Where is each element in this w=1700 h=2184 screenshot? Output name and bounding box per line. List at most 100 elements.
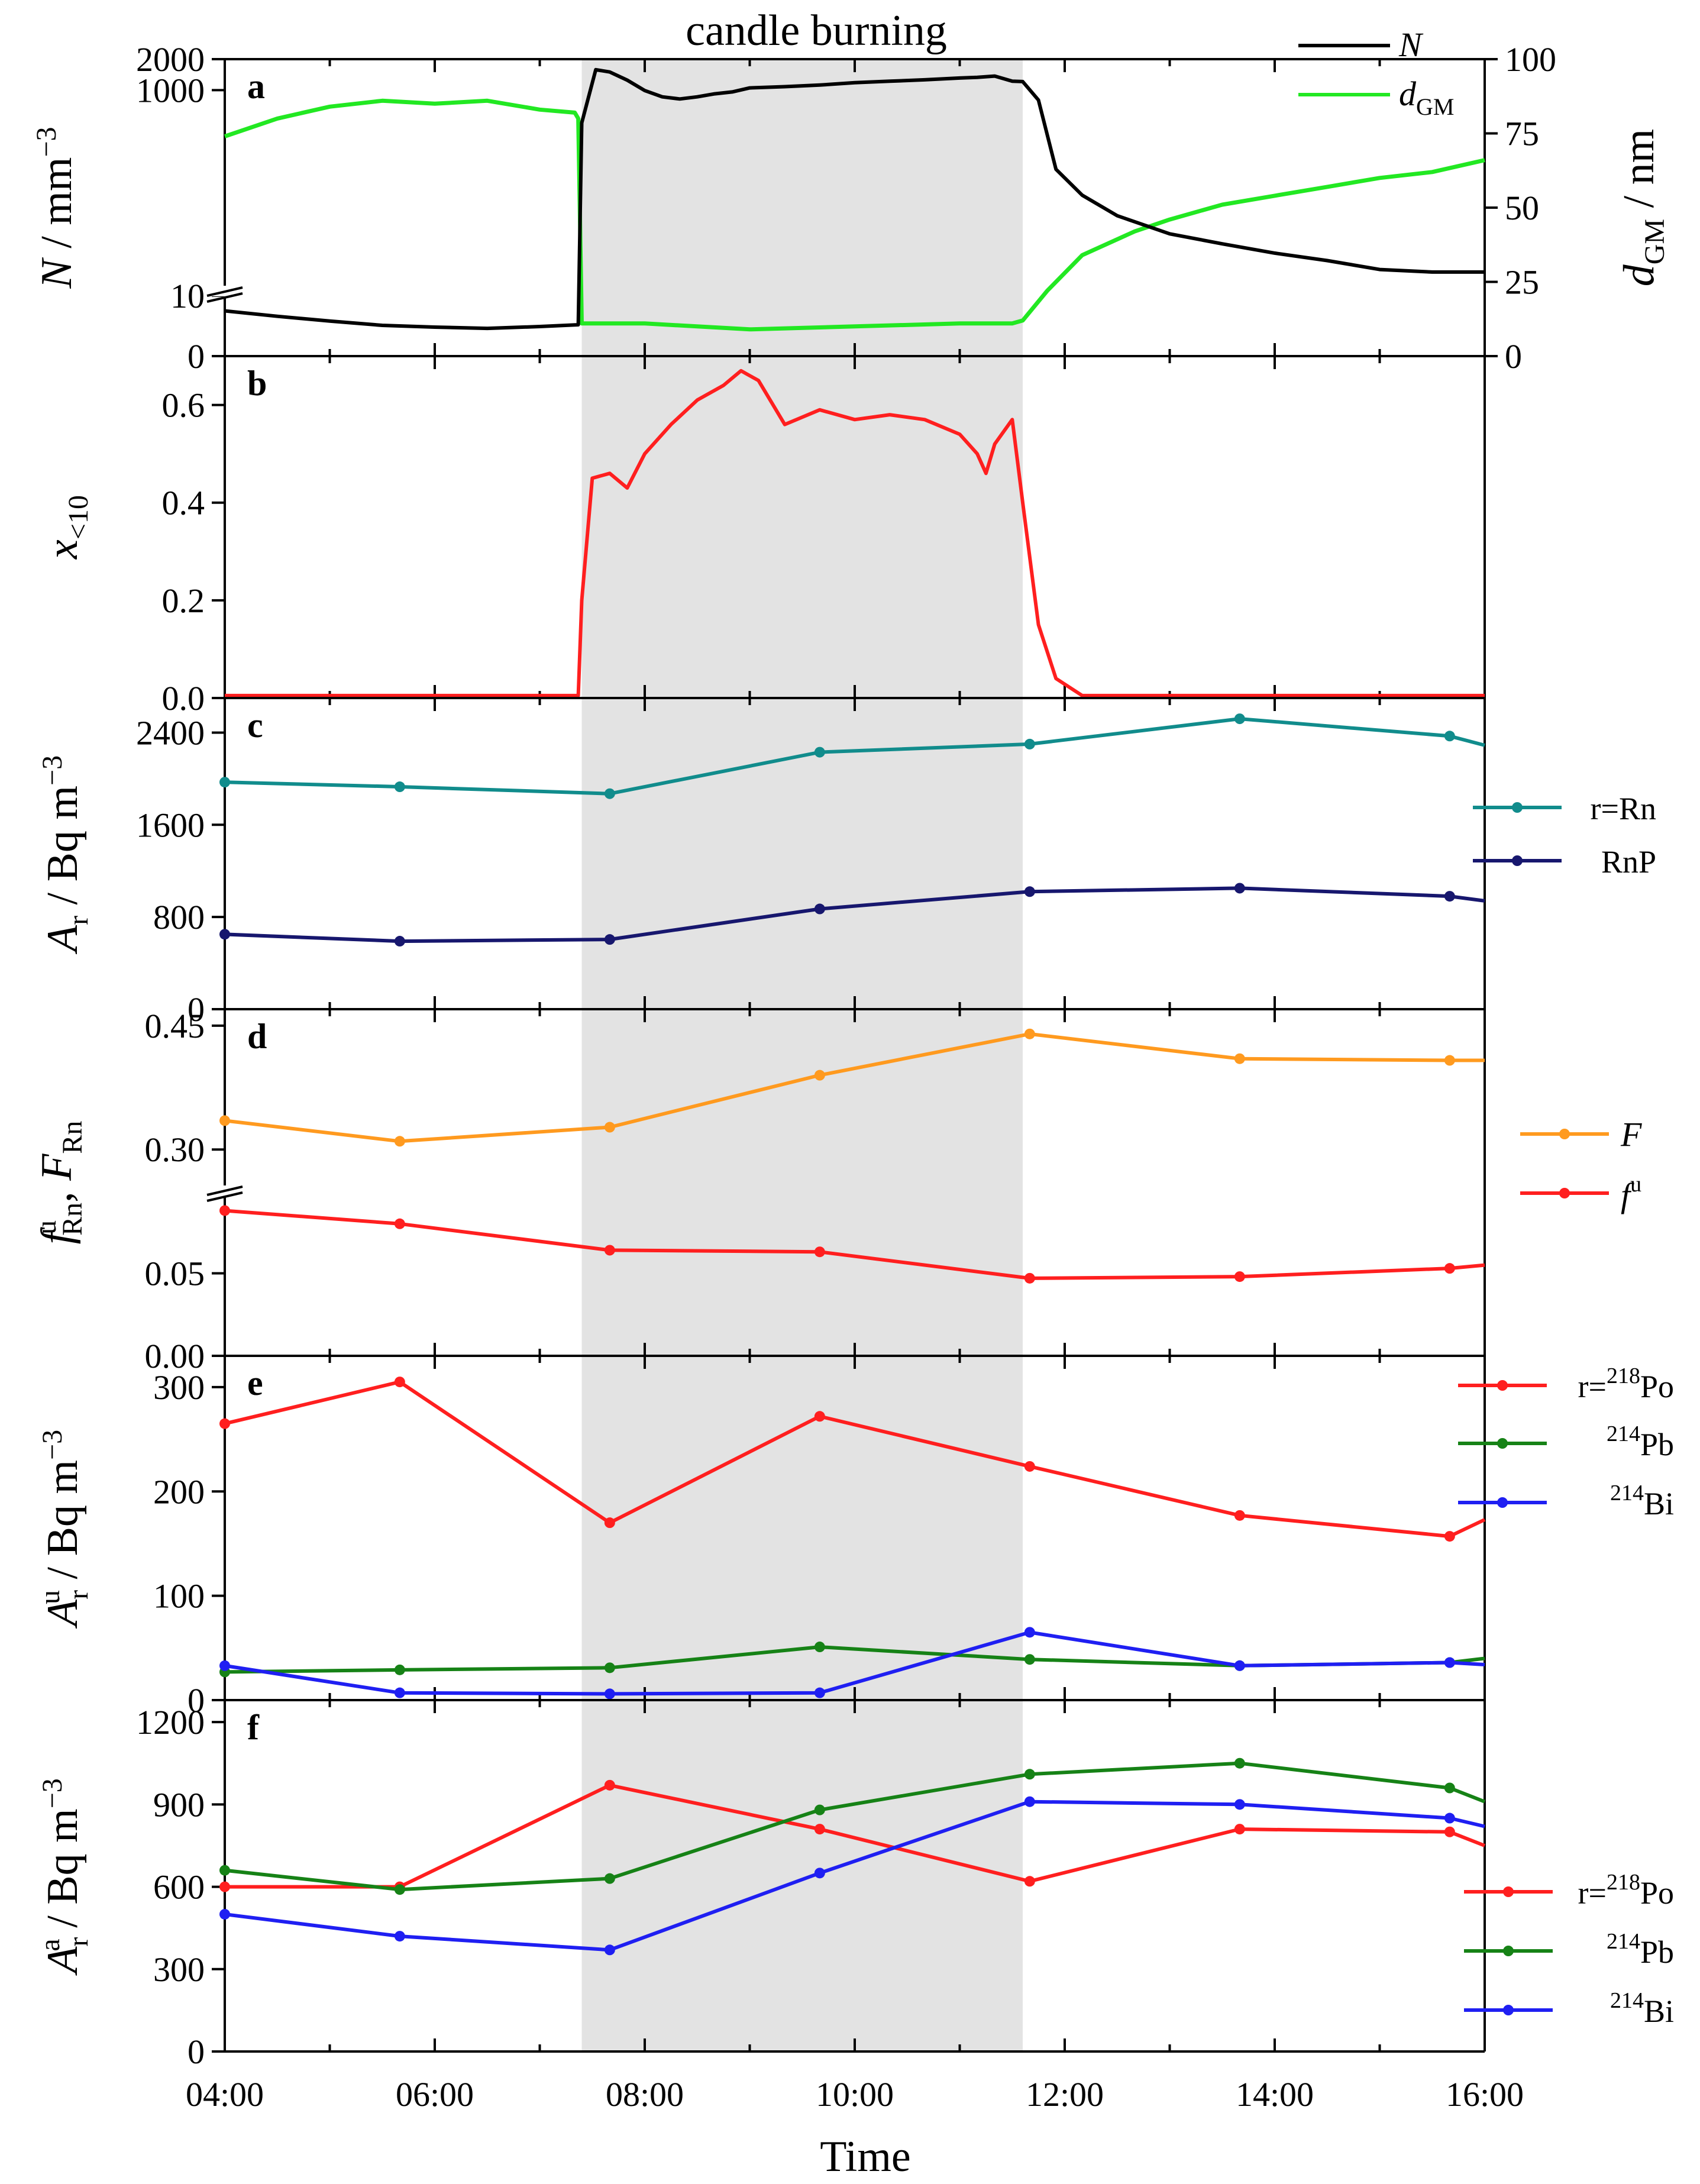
legend-f-1-legend-marker — [1503, 1946, 1514, 1956]
series-marker-f-2 — [1234, 1799, 1245, 1810]
series-marker-f-1 — [1234, 1758, 1245, 1769]
series-marker-f-2 — [395, 1931, 405, 1941]
series-marker-f-0 — [1444, 1827, 1455, 1837]
panel-f-ytick-label: 300 — [153, 1950, 205, 1989]
series-marker-c-0 — [1024, 739, 1035, 749]
series-marker-f-2 — [1024, 1797, 1035, 1807]
panel-e-ytick-label: 300 — [153, 1368, 205, 1407]
series-marker-e-2 — [1234, 1660, 1245, 1671]
series-marker-c-0 — [1234, 713, 1245, 724]
legend-dGM-label: dGM — [1399, 75, 1454, 120]
series-marker-e-0 — [1234, 1510, 1245, 1521]
panel-e-ytick-label: 100 — [153, 1577, 205, 1616]
legend-N-label: N — [1398, 25, 1424, 64]
x-tick-label: 08:00 — [606, 2075, 684, 2114]
series-marker-c-1 — [815, 904, 825, 915]
legend-f-2-label: 214Bi — [1610, 1988, 1674, 2029]
panel-d-ytick-label: 0.05 — [145, 1255, 205, 1293]
series-marker-c-1 — [219, 929, 230, 939]
panel-c-ytick-label: 2400 — [136, 713, 205, 752]
series-marker-d-1 — [815, 1246, 825, 1257]
series-marker-c-1 — [605, 934, 615, 945]
shading-band — [582, 59, 1023, 2051]
series-marker-f-1 — [1024, 1769, 1035, 1779]
panel-b-ytick-label: 0.6 — [162, 386, 205, 425]
series-marker-c-0 — [395, 781, 405, 792]
panel-d-ytick-label: 0.30 — [145, 1130, 205, 1169]
legend-c-0-label: r=Rn — [1591, 791, 1656, 826]
series-marker-f-1 — [1444, 1783, 1455, 1794]
legend-e-0-label: r=218Po — [1578, 1364, 1674, 1404]
series-marker-f-0 — [605, 1780, 615, 1791]
panel-f-ytick-label: 0 — [188, 2033, 205, 2071]
series-marker-f-1 — [605, 1873, 615, 1884]
series-marker-c-1 — [1024, 886, 1035, 897]
panel-e-ytick-label: 200 — [153, 1472, 205, 1511]
panel-a-right-axis-title: dGM / nm — [1615, 129, 1670, 286]
panel-a-ytick-label: 2000 — [136, 40, 205, 79]
series-marker-f-0 — [1024, 1876, 1035, 1886]
panel-label-f: f — [247, 1708, 260, 1747]
panel-label-c: c — [247, 706, 263, 745]
series-marker-e-1 — [815, 1642, 825, 1652]
x-tick-label: 10:00 — [816, 2075, 894, 2114]
series-marker-f-1 — [815, 1805, 825, 1815]
series-marker-d-1 — [1024, 1273, 1035, 1284]
legend-f-1-label: 214Pb — [1607, 1929, 1674, 1970]
series-marker-e-0 — [815, 1411, 825, 1421]
panel-e-axis-title: Aru / Bq m−3 — [34, 1430, 94, 1629]
panel-d-axis-title: fuRn, FRn — [31, 1121, 88, 1245]
series-marker-f-0 — [815, 1824, 825, 1834]
legend-e-0-legend-marker — [1497, 1380, 1508, 1391]
legend-fu-legend-marker — [1559, 1188, 1570, 1198]
series-marker-e-2 — [815, 1688, 825, 1698]
panel-label-d: d — [247, 1017, 267, 1056]
series-marker-e-0 — [395, 1377, 405, 1387]
series-marker-d-0 — [605, 1122, 615, 1133]
panel-a-ytick-label: 0 — [188, 337, 205, 376]
series-marker-d-1 — [1444, 1263, 1455, 1274]
series-marker-f-2 — [605, 1944, 615, 1955]
legend-e-1-label: 214Pb — [1607, 1421, 1674, 1462]
series-marker-e-2 — [395, 1688, 405, 1698]
panel-label-e: e — [247, 1364, 263, 1403]
shared-x-axis: 04:00 06:00 08:00 10:00 12:00 14:00 16:00 — [186, 2075, 1524, 2114]
panel-b-ytick-label: 0.0 — [162, 679, 205, 718]
series-marker-f-2 — [219, 1909, 230, 1920]
series-marker-c-0 — [219, 777, 230, 787]
panel-a-left-axis-title: N / mm−3 — [31, 127, 81, 289]
series-marker-c-0 — [605, 789, 615, 799]
legend-e-1-legend-marker — [1497, 1438, 1508, 1449]
series-marker-f-0 — [219, 1882, 230, 1892]
series-marker-e-0 — [1024, 1461, 1035, 1472]
x-tick-label: 12:00 — [1026, 2075, 1104, 2114]
series-marker-f-1 — [219, 1865, 230, 1876]
panel-c-ytick-label: 1600 — [136, 806, 205, 844]
series-marker-d-1 — [395, 1219, 405, 1229]
x-tick-label: 14:00 — [1236, 2075, 1314, 2114]
series-marker-e-1 — [605, 1662, 615, 1673]
legend-f-0-legend-marker — [1503, 1886, 1514, 1897]
series-marker-d-0 — [219, 1115, 230, 1126]
series-marker-d-0 — [1444, 1055, 1455, 1066]
legend-e-2-legend-marker — [1497, 1497, 1508, 1508]
series-marker-d-0 — [1024, 1029, 1035, 1039]
legend-e-2-label: 214Bi — [1610, 1481, 1674, 1521]
series-marker-c-1 — [1234, 883, 1245, 893]
panel-f-ytick-label: 900 — [153, 1785, 205, 1824]
series-marker-f-1 — [395, 1884, 405, 1895]
series-marker-e-0 — [219, 1419, 230, 1429]
series-marker-c-0 — [815, 747, 825, 758]
series-marker-d-0 — [395, 1136, 405, 1146]
series-marker-c-1 — [1444, 891, 1455, 902]
x-axis-title: Time — [820, 2133, 911, 2181]
legend-c-1-label: RnP — [1601, 844, 1656, 880]
series-marker-e-1 — [395, 1665, 405, 1675]
panel-f-ytick-label: 1200 — [136, 1703, 205, 1742]
panel-a-ytick-label: 10 — [170, 277, 205, 315]
legend-f-0-label: r=218Po — [1578, 1870, 1674, 1911]
x-tick-label: 16:00 — [1446, 2075, 1524, 2114]
series-marker-e-2 — [1444, 1658, 1455, 1668]
series-marker-e-2 — [219, 1660, 230, 1671]
series-marker-f-0 — [1234, 1824, 1245, 1834]
